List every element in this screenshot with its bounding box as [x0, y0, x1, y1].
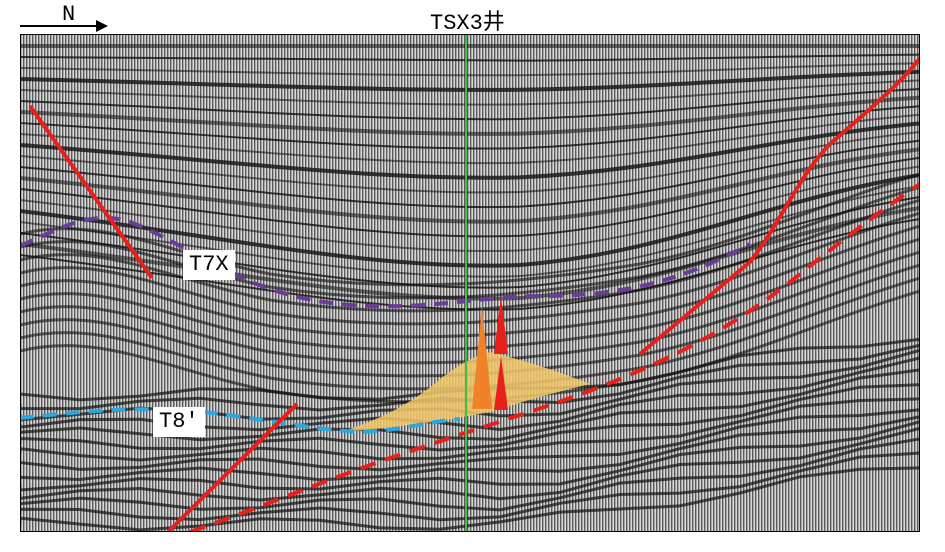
spike-orange — [472, 306, 492, 409]
spike-red-upper — [494, 296, 508, 354]
reflector-line — [20, 53, 920, 62]
reflector-line — [20, 397, 920, 462]
horizon-t8-line — [20, 407, 461, 435]
reflector-line — [20, 173, 920, 268]
spike-red-lower — [494, 356, 508, 410]
reflector-line — [20, 408, 920, 472]
horizon-label-t7x: T7X — [183, 250, 235, 280]
reflector-line — [20, 131, 920, 194]
reflector-line — [20, 165, 920, 253]
horizon-label-t8: T8′ — [153, 407, 205, 437]
fault-right — [638, 56, 920, 356]
well-title: TSX3井 — [430, 11, 505, 36]
reflector-line — [20, 69, 920, 92]
reflector-line — [20, 415, 920, 482]
reflector-line — [20, 88, 920, 121]
reflector-line — [20, 211, 920, 326]
reflector-line — [20, 79, 920, 106]
reflector-line — [20, 139, 920, 209]
north-arrow-icon — [20, 20, 108, 32]
fault-dashed-lower — [189, 182, 920, 532]
reflector-line — [20, 147, 920, 224]
reflector-line — [20, 237, 920, 352]
reflector-line — [20, 426, 920, 502]
reflector-line — [20, 105, 920, 150]
seismic-section — [20, 34, 920, 532]
north-label: N — [62, 2, 76, 27]
fault-left — [28, 104, 154, 280]
reflector-line — [20, 383, 920, 452]
reflector-line — [20, 185, 920, 278]
reflector-line — [20, 95, 920, 136]
reflector-line — [20, 156, 920, 238]
reflector-line — [20, 451, 920, 522]
reflector-line — [20, 62, 920, 77]
reflector-line — [20, 466, 920, 532]
reflector-line — [20, 437, 920, 512]
fault-lower-left — [166, 402, 299, 532]
reflector-line — [20, 420, 920, 492]
reflector-line — [20, 121, 920, 180]
reflector-line — [20, 224, 920, 339]
reflector-line — [20, 368, 920, 442]
reflector-line — [20, 185, 920, 300]
reflector-line — [20, 113, 920, 165]
